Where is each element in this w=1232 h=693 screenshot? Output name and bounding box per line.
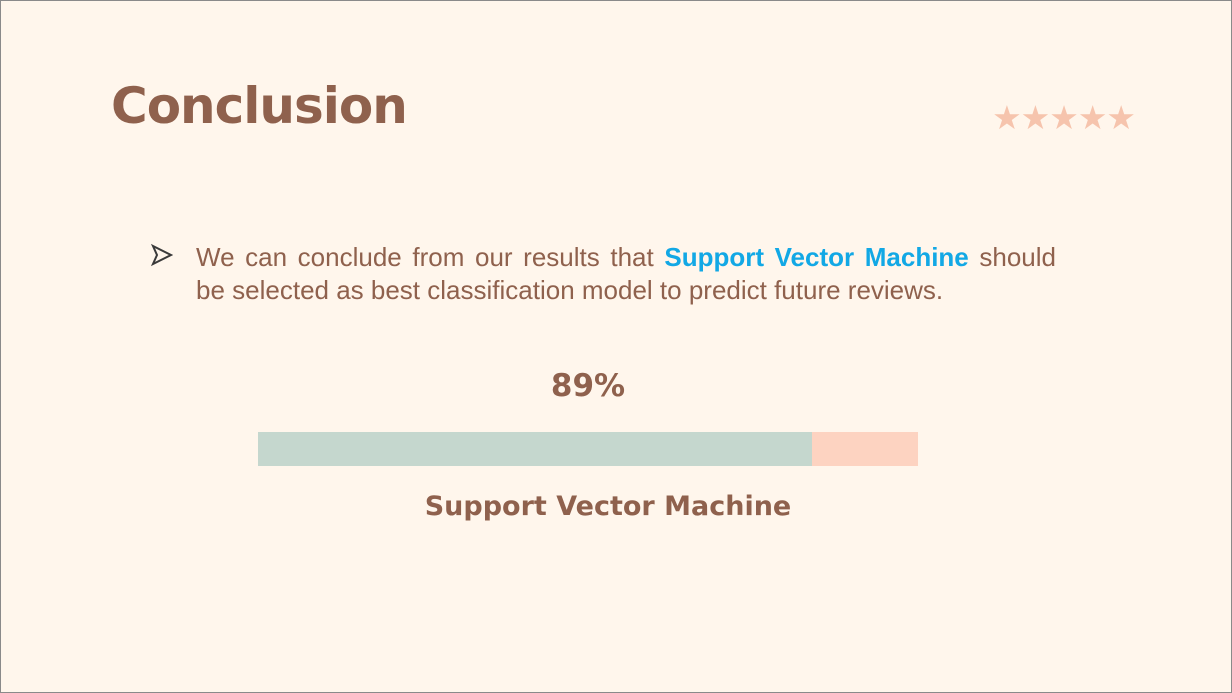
progress-bar-track bbox=[258, 432, 918, 466]
bullet-text-before: We can conclude from our results that bbox=[196, 242, 665, 272]
bullet-text-after: should be selected as best classificatio… bbox=[196, 242, 1056, 305]
bullet-highlight: Support Vector Machine bbox=[664, 242, 969, 272]
bullet-text: We can conclude from our results that Su… bbox=[196, 241, 1056, 307]
progress-bar-label: Support Vector Machine bbox=[424, 491, 792, 522]
progress-bar-fill bbox=[258, 432, 812, 466]
progress-value-label: 89% bbox=[550, 368, 626, 404]
arrow-bullet-icon bbox=[151, 243, 173, 267]
slide-title: Conclusion bbox=[111, 77, 408, 135]
rating-stars: ★★★★★ bbox=[992, 98, 1136, 137]
